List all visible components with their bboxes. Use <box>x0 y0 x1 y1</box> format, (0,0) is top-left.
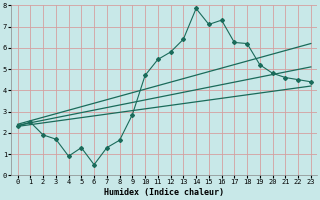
X-axis label: Humidex (Indice chaleur): Humidex (Indice chaleur) <box>104 188 224 197</box>
